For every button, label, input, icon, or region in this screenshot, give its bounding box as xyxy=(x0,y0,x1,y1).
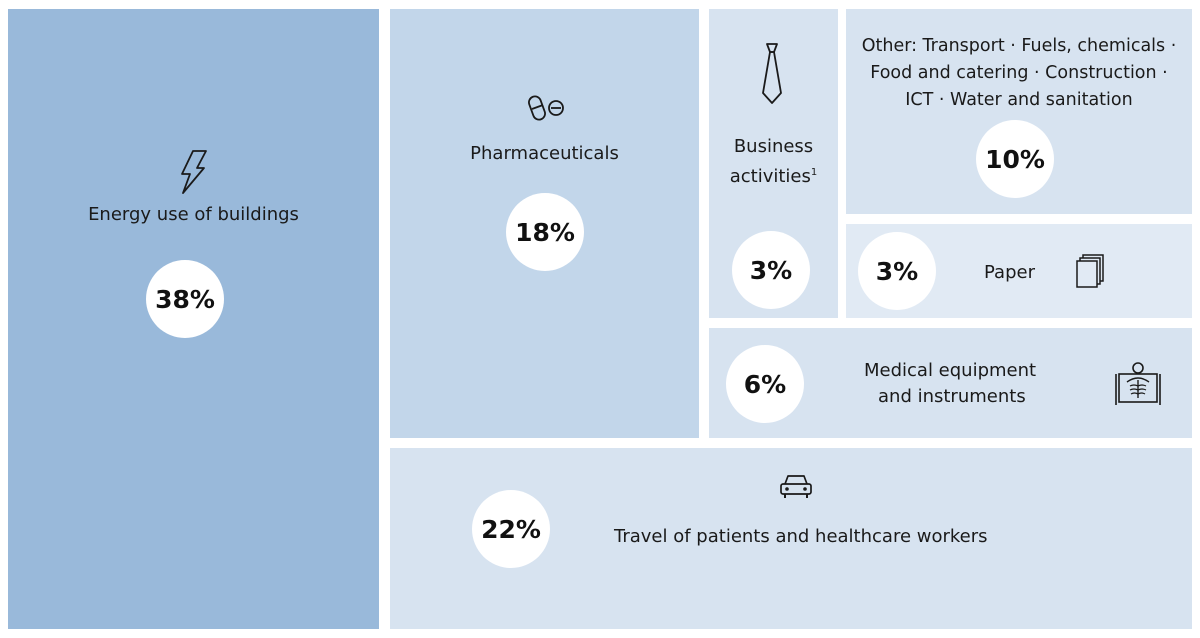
tile-label-text: activities xyxy=(729,166,811,187)
footnote-marker: 1 xyxy=(810,167,818,178)
value-circle: 22% xyxy=(472,490,550,568)
tile-travel: 22% Travel of patients and healthcare wo… xyxy=(390,448,1192,629)
paper-stack-icon xyxy=(1074,253,1106,289)
tile-label-line3: ICT · Water and sanitation xyxy=(905,90,1133,110)
tile-business-activities: Business activities1 3% xyxy=(709,9,838,318)
lightning-bolt-icon xyxy=(179,149,209,195)
value-circle: 3% xyxy=(858,232,936,310)
tile-label-line1: Other: Transport · Fuels, chemicals · xyxy=(861,36,1177,56)
tile-paper: 3% Paper xyxy=(846,224,1192,318)
value-circle: 3% xyxy=(732,231,810,309)
tile-label: Travel of patients and healthcare worker… xyxy=(614,526,988,547)
tile-label-line2: and instruments xyxy=(878,386,1026,407)
tile-energy-use-of-buildings: Energy use of buildings 38% xyxy=(8,9,379,629)
tile-label-line1: Medical equipment xyxy=(864,360,1037,381)
xray-icon xyxy=(1115,360,1161,406)
tile-label: Paper xyxy=(984,262,1035,283)
car-icon xyxy=(779,472,813,500)
tile-medical-equipment: 6% Medical equipment and instruments xyxy=(709,328,1192,438)
tile-label: Energy use of buildings xyxy=(88,204,299,225)
tile-label-line2: Food and catering · Construction · xyxy=(870,63,1168,83)
necktie-icon xyxy=(760,41,784,105)
value-circle: 6% xyxy=(726,345,804,423)
tile-other: Other: Transport · Fuels, chemicals · Fo… xyxy=(846,9,1192,214)
value-circle: 18% xyxy=(506,193,584,271)
value-circle: 38% xyxy=(146,260,224,338)
tile-label-line1: Business xyxy=(733,136,814,157)
tile-pharmaceuticals: Pharmaceuticals 18% xyxy=(390,9,699,438)
tile-label-line2: activities1 xyxy=(709,160,838,190)
pills-icon xyxy=(528,93,568,123)
value-circle: 10% xyxy=(976,120,1054,198)
tile-label: Pharmaceuticals xyxy=(470,143,619,164)
